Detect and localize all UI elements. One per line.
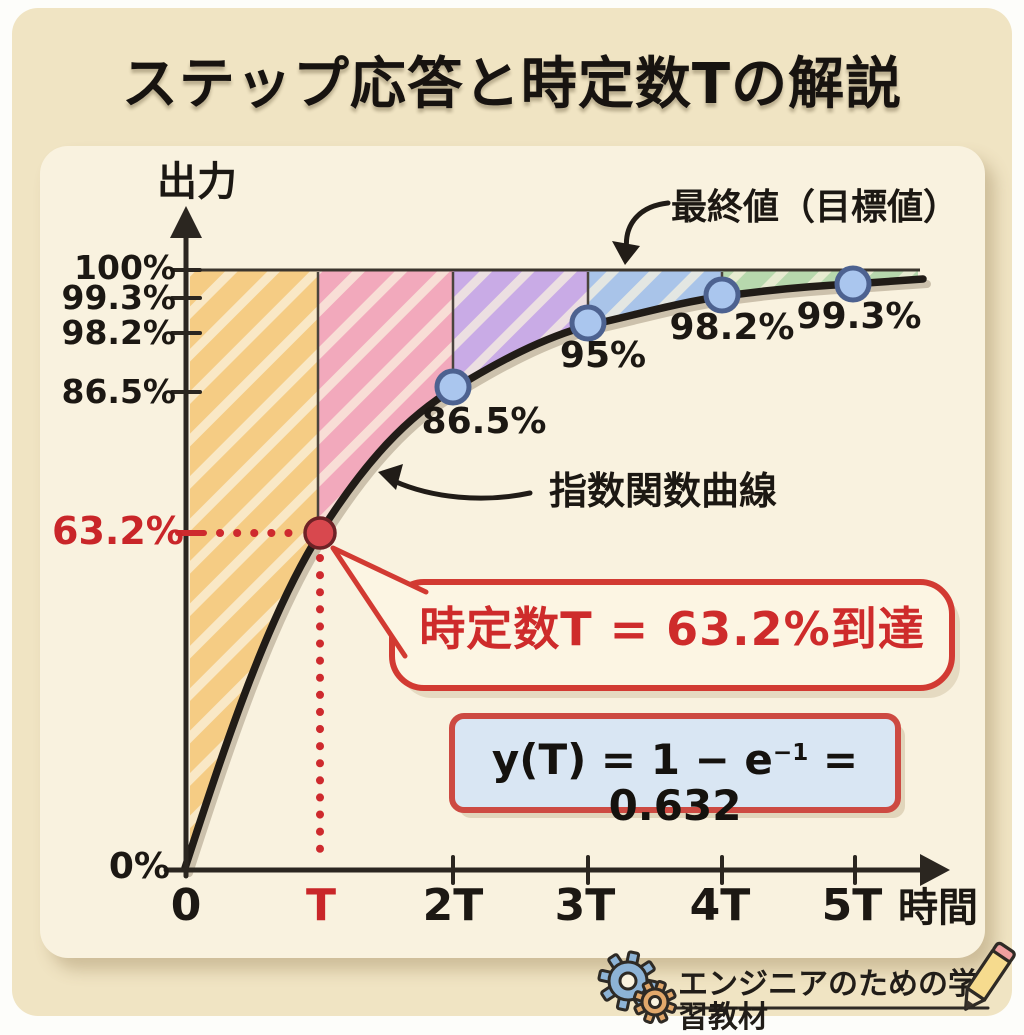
xtick-5T: 5T <box>821 880 883 931</box>
formula-suffix: = 0.632 <box>608 735 859 831</box>
ytick-86-5: 86.5% <box>61 372 177 411</box>
point-label-2T: 86.5% <box>421 401 547 442</box>
point-label-4T: 98.2% <box>669 307 795 348</box>
xtick-4T: 4T <box>689 880 751 931</box>
xtick-0: 0 <box>170 880 202 931</box>
xtick-2T: 2T <box>422 880 484 931</box>
ytick-98-2: 98.2% <box>61 313 177 352</box>
ytick-0: 0% <box>108 846 170 887</box>
callout-text: 時定数T = 63.2%到達 <box>419 602 925 656</box>
ytick-100: 100% <box>74 248 176 287</box>
ytick-99-3: 99.3% <box>61 278 177 317</box>
curve-annotation: 指数関数曲線 <box>548 469 777 513</box>
point-label-5T: 99.3% <box>796 296 922 337</box>
ytick-63-2: 63.2% <box>52 509 184 553</box>
formula-prefix: y(T) = 1 − e <box>491 735 773 784</box>
point-label-3T: 95% <box>559 335 647 376</box>
xtick-T: T <box>305 880 336 931</box>
formula-text: y(T) = 1 − e−1 = 0.632 <box>452 735 898 831</box>
xtick-3T: 3T <box>554 880 616 931</box>
y-axis-title: 出力 <box>157 159 237 205</box>
page-title: ステップ応答と時定数Tの解説 <box>121 52 903 117</box>
final-value-annotation: 最終値（目標値） <box>670 187 959 228</box>
footer-brand-text: エンジニアのための学習教材 <box>678 967 978 1035</box>
formula-exponent: −1 <box>772 739 809 766</box>
x-axis-title: 時間 <box>898 885 978 931</box>
